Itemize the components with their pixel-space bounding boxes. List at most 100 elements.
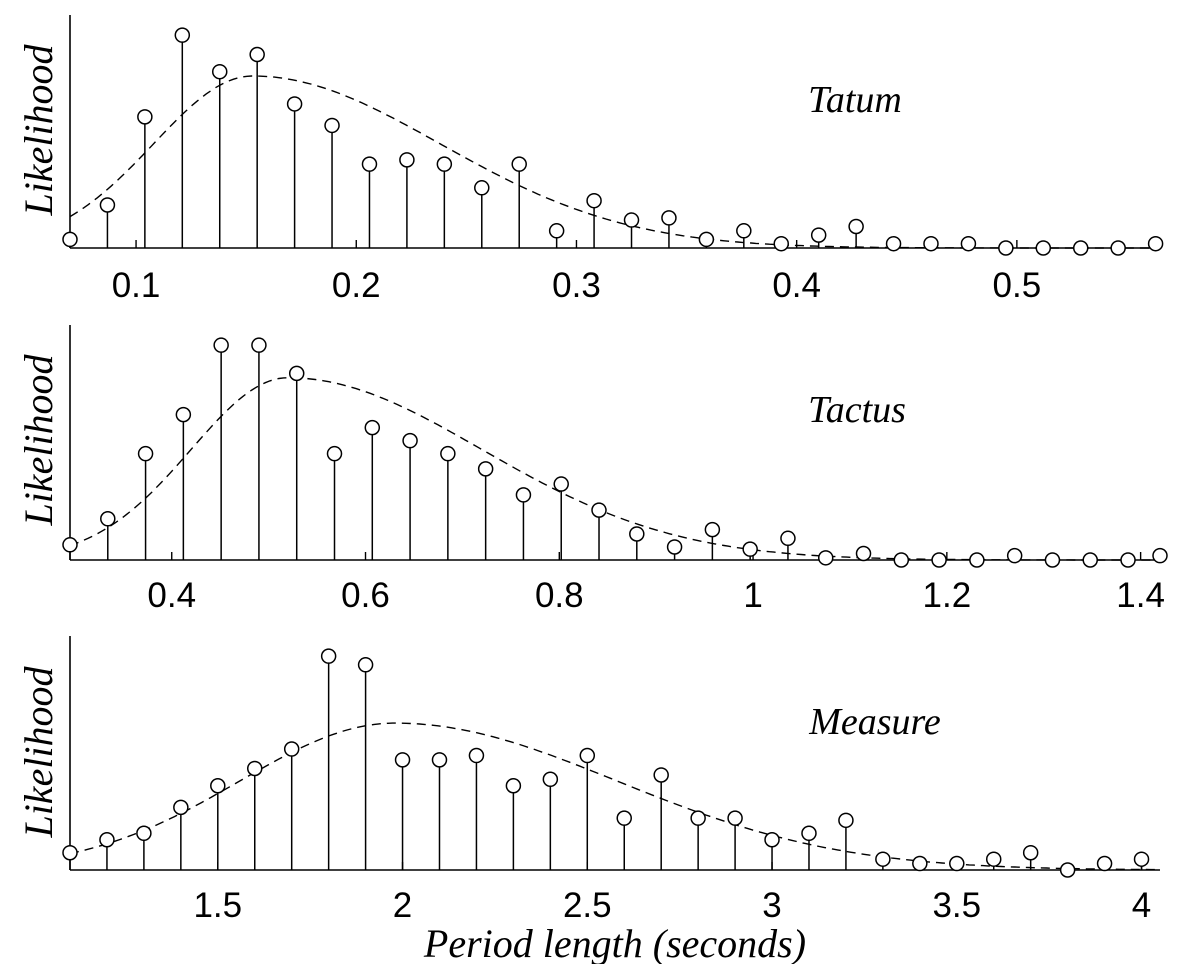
stem-marker [320,648,337,664]
stem-marker [949,855,965,872]
stem-marker [213,337,229,353]
stem-marker [136,825,152,842]
stem-marker [810,227,827,243]
stem-marker [137,445,154,462]
stem-marker [885,235,902,252]
stem-marker [477,461,494,477]
stem-marker [251,337,267,353]
fit-curve [69,722,1160,871]
stem-marker [698,231,715,248]
stem-marker [440,445,456,462]
stem-marker [727,810,743,826]
stem-marker [591,502,607,518]
x-tick-label: 0.8 [535,576,584,615]
stem-marker [431,752,448,768]
x-tick-label: 0.5 [993,266,1042,305]
stem-marker [666,539,683,555]
panel-measure: 1.5 2 2.5 3 3.5 4 Measure Likelihood [16,636,1160,925]
stem-marker [1082,552,1098,568]
stem-marker [137,109,153,125]
fit-curve [69,376,1160,561]
stem-marker [653,767,669,783]
stem-marker [780,530,796,547]
panel-tatum: 0.1 0.2 0.3 0.4 0.5 Tatum Likelihood [16,15,1164,305]
stem-marker [838,812,854,829]
stem-marker [893,552,910,568]
stem-marker [288,365,305,382]
stem-marker [742,541,758,557]
stem-marker [985,851,1002,867]
stem-marker [1044,552,1061,568]
stem-marker [468,747,485,764]
stem-marker [969,552,985,568]
stem-marker [553,476,569,492]
x-tick-label: 0.2 [332,266,381,305]
stem-marker [801,825,817,842]
y-axis-label: Likelihood [16,665,61,838]
stem-marker [875,851,891,867]
stem-marker [173,799,189,816]
x-tick-label: 1.4 [1116,576,1165,615]
stem-marker [62,844,78,861]
stem-marker [505,778,522,794]
stem-marker [616,810,632,826]
stem-marker [286,96,303,112]
stem-marker [629,526,645,542]
stem-marker [246,760,263,777]
stem-marker [1147,235,1164,252]
stem-marker [62,537,78,553]
stem-marker [436,156,453,172]
x-tick-label: 0.1 [112,266,161,305]
stem-marker [548,223,565,239]
stem-marker [773,235,790,252]
stem-marker [99,832,115,848]
stem-marker [324,117,340,134]
stem-marker [931,552,947,568]
stem-marker [515,487,532,503]
panel-title: Tactus [808,389,906,431]
stem-marker [399,152,415,168]
stem-marker [211,63,228,80]
stem-marker [764,832,780,848]
x-tick-label: 4 [1132,886,1151,925]
stem-marker [1133,851,1150,867]
x-tick-label: 0.4 [772,266,821,305]
stem-marker [1006,547,1023,564]
stem-marker [1120,552,1136,568]
stem-marker [210,778,226,794]
stem-marker [175,406,192,423]
stem-marker [912,855,928,872]
panel-title: Tatum [808,79,902,121]
x-tick-label: 1.2 [923,576,972,615]
stem-marker [1096,855,1113,872]
stem-marker [998,240,1014,256]
stem-marker [623,212,640,228]
stem-marker [474,180,490,196]
stem-marker [326,445,343,462]
fit-curve [69,75,1160,249]
stem-marker [586,192,602,209]
stem-marker [1152,547,1168,564]
x-tick-label: 1 [743,576,762,615]
x-tick-label: 0.6 [341,576,390,615]
stem-marker [690,810,706,826]
panel-title: Measure [808,701,941,743]
stem-marker [848,218,864,235]
x-tick-label: 2 [393,886,412,925]
stem-marker [99,197,116,213]
stem-marker [394,752,411,768]
stem-marker [249,46,265,63]
stem-marker [923,235,939,252]
stem-marker [817,550,834,566]
x-axis-label: Period length (seconds) [423,921,806,964]
stem-marker [357,657,374,673]
panel-tactus: 0.4 0.6 0.8 1 1.2 1.4 Tactus Likelihood [16,325,1168,615]
stem-marker [1022,844,1039,861]
stem-marker [661,210,677,226]
y-axis-label: Likelihood [16,43,61,216]
stem-marker [704,521,721,538]
stem-marker [174,27,191,43]
x-tick-label: 2.5 [563,886,612,925]
stem-marker [1059,862,1076,878]
